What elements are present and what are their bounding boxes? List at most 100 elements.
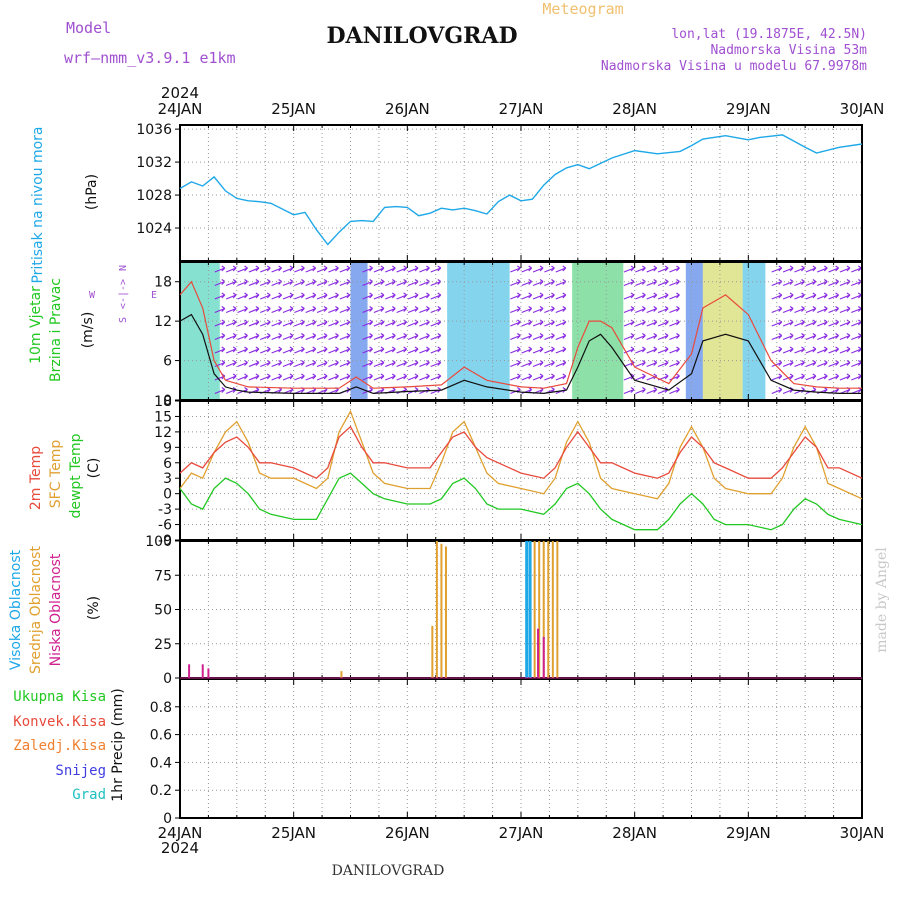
wind-barb — [225, 265, 237, 273]
wind-speed-line — [179, 313, 862, 395]
wind-barb — [555, 279, 567, 287]
wind-barb — [851, 265, 862, 273]
wind-barb — [782, 360, 794, 368]
precip-label-hail: Grad — [72, 787, 106, 803]
y-tick-label: -9 — [158, 533, 172, 549]
y-tick-label: -3 — [158, 502, 172, 518]
wind-barb — [635, 373, 646, 381]
wind-barb — [635, 292, 646, 300]
compass-e: E — [151, 290, 157, 301]
wind-barb — [646, 265, 658, 273]
wind-barb — [328, 265, 339, 273]
wind-barb — [851, 279, 862, 287]
wind-band-4 — [685, 262, 703, 400]
wind-barb — [407, 346, 419, 354]
wind-barb — [623, 265, 635, 273]
wind-barb — [305, 333, 317, 341]
wind-barb — [419, 279, 430, 287]
wind-barb — [839, 265, 851, 273]
wind-barb — [271, 306, 283, 314]
wind-barb — [385, 306, 396, 314]
wind-barb — [794, 265, 805, 273]
wind-barb — [373, 360, 385, 368]
wind-barb — [385, 279, 396, 287]
wind-barb — [373, 292, 385, 300]
wind-barb — [555, 373, 567, 381]
wind-barb — [771, 333, 783, 341]
wind-barb — [839, 360, 851, 368]
wind-barb — [521, 279, 533, 287]
wind-barb — [771, 360, 783, 368]
wind-barb — [646, 279, 658, 287]
wind-barb — [339, 346, 351, 354]
wind-barb — [237, 306, 248, 314]
cloud-ylabel-c: Niska Oblacnost — [48, 553, 64, 666]
wind-barb — [623, 387, 635, 395]
y-tick-label: 0.2 — [150, 783, 172, 799]
wind-barb — [669, 346, 680, 354]
wind-barb — [282, 306, 294, 314]
wind-barb — [510, 373, 521, 381]
wind-barb — [214, 346, 226, 354]
model-name: wrf—nmm_v3.9.1 e1km — [64, 49, 236, 67]
x-tick-label-bottom: 30JAN — [840, 824, 885, 842]
wind-barb — [407, 292, 419, 300]
wind-barb — [305, 373, 317, 381]
wind-barb — [282, 265, 294, 273]
wind-barb — [316, 279, 328, 287]
y-tick-label: 0.6 — [150, 728, 172, 744]
wind-barb — [430, 292, 442, 300]
wind-barb — [521, 265, 533, 273]
wind-barb — [816, 333, 828, 341]
x-tick-label-bottom: 29JAN — [726, 824, 771, 842]
y-tick-label: 0.8 — [150, 700, 172, 716]
y-tick-label: 0 — [163, 393, 172, 409]
wind-barb — [635, 360, 646, 368]
sfc-temp-line — [179, 409, 863, 500]
temp-2m-line — [179, 425, 863, 479]
y-tick-label: 75 — [154, 568, 172, 584]
wind-band-3 — [572, 262, 624, 400]
wind-barb — [828, 360, 840, 368]
wind-barb — [419, 373, 430, 381]
cloud-ylabel-b: Srednja Oblacnost — [28, 546, 44, 674]
precip-label-total: Ukupna Kisa — [13, 689, 106, 705]
wind-barb — [339, 292, 351, 300]
wind-barb — [794, 346, 805, 354]
wind-barb — [407, 279, 419, 287]
wind-barb — [782, 265, 794, 273]
wind-barb — [225, 292, 237, 300]
wind-barb — [282, 346, 294, 354]
wind-band-2 — [447, 262, 510, 400]
pressure-unit: (hPa) — [84, 174, 100, 210]
wind-barb — [805, 292, 817, 300]
wind-barb — [282, 292, 294, 300]
wind-barb — [532, 319, 544, 327]
wind-barb — [248, 346, 260, 354]
x-tick-label-bottom: 25JAN — [271, 824, 316, 842]
wind-barb — [816, 319, 828, 327]
wind-barb — [623, 333, 635, 341]
year-bottom: 2024 — [161, 839, 199, 857]
wind-barb — [225, 346, 237, 354]
wind-barb — [805, 319, 817, 327]
chart-marks: 1024102810321036061218-9-6-3036912151802… — [136, 100, 884, 842]
x-tick-label-top: 26JAN — [385, 100, 430, 118]
wind-barb — [271, 265, 283, 273]
wind-barb — [839, 306, 851, 314]
wind-barb — [657, 279, 669, 287]
wind-barb — [839, 346, 851, 354]
wind-barb — [851, 319, 862, 327]
wind-barb — [339, 279, 351, 287]
wind-barb — [816, 265, 828, 273]
wind-barb — [623, 279, 635, 287]
wind-barb — [305, 346, 317, 354]
wind-barb — [419, 346, 430, 354]
wind-barb — [532, 279, 544, 287]
wind-barb — [771, 292, 783, 300]
wind-barb — [237, 333, 248, 341]
wind-barb — [646, 333, 658, 341]
wind-barb — [782, 306, 794, 314]
wind-barb — [248, 279, 260, 287]
wind-barb — [396, 373, 408, 381]
